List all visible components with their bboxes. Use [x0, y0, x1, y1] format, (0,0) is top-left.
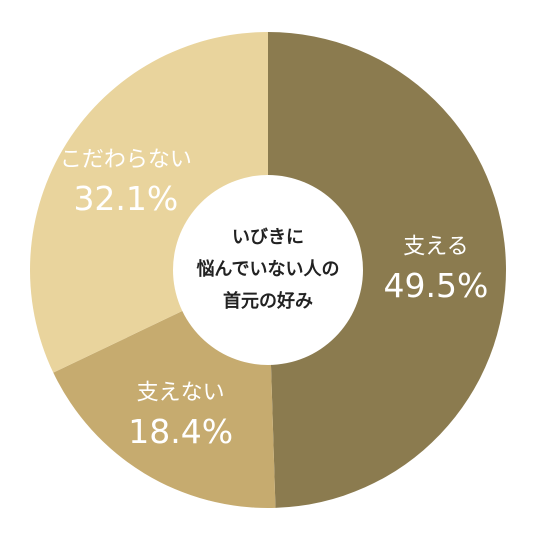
slice-label: 支える	[403, 234, 468, 259]
slice	[268, 32, 507, 508]
center-text: 首元の好み	[223, 290, 313, 312]
donut-hole	[173, 175, 363, 365]
center-text: 悩んでいない人の	[196, 258, 339, 280]
slice-label: こだわらない	[60, 147, 192, 172]
center-text: いびきに	[232, 227, 304, 248]
slice-label: 支えない	[137, 381, 225, 406]
value-label: 49.5%	[384, 266, 489, 305]
value-label: 18.4%	[128, 412, 233, 451]
value-label: 32.1%	[73, 179, 178, 218]
